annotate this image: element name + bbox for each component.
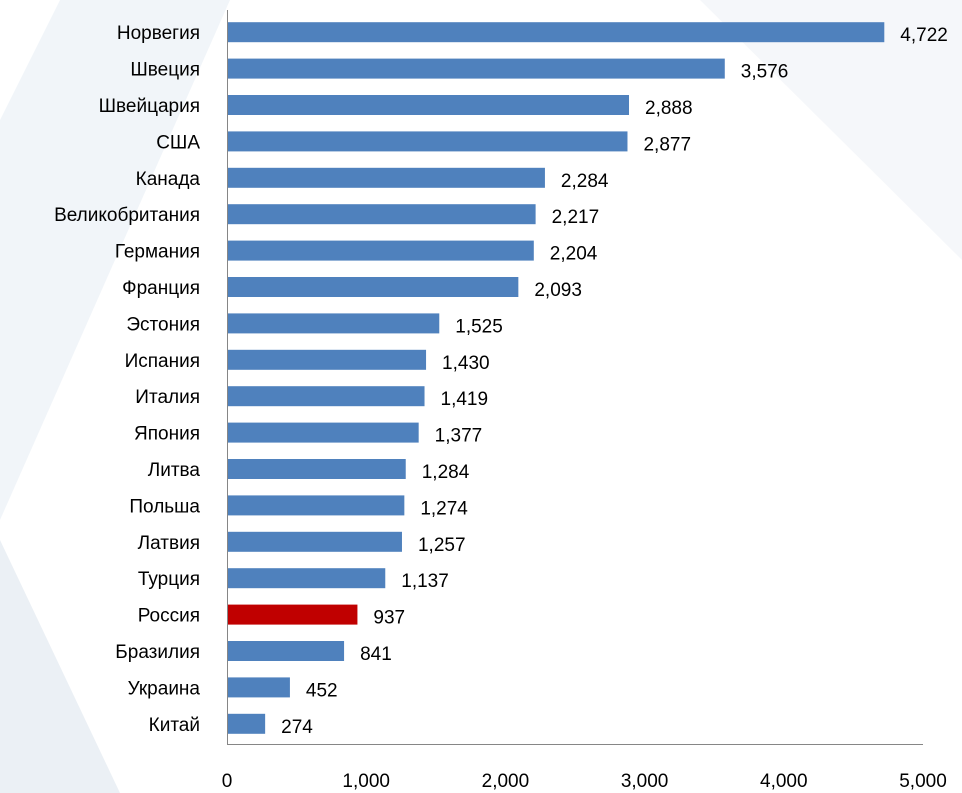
value-label-6: 2,204	[550, 244, 598, 265]
category-label-6: Германия	[115, 242, 200, 263]
category-label-2: Швейцария	[99, 96, 200, 117]
bar-1	[227, 58, 725, 79]
value-label-8: 1,525	[455, 316, 503, 337]
value-label-12: 1,284	[422, 462, 470, 483]
category-label-11: Япония	[134, 424, 200, 445]
bar-11	[227, 422, 419, 443]
value-label-18: 452	[306, 680, 338, 701]
value-label-15: 1,137	[401, 571, 449, 592]
category-label-17: Бразилия	[115, 642, 200, 663]
category-label-14: Латвия	[138, 533, 200, 554]
bar-16	[227, 604, 358, 625]
x-tick-label-5: 5,000	[899, 771, 947, 792]
x-tick-label-3: 3,000	[621, 771, 669, 792]
value-label-1: 3,576	[741, 62, 789, 83]
value-label-13: 1,274	[420, 498, 468, 519]
bar-17	[227, 641, 345, 661]
bar-19	[227, 713, 266, 734]
bar-6	[227, 240, 534, 261]
bar-13	[227, 495, 405, 516]
bar-5	[227, 204, 536, 225]
value-label-4: 2,284	[561, 171, 609, 192]
value-label-0: 4,722	[900, 25, 948, 46]
bar-15	[227, 568, 386, 589]
bar-14	[227, 531, 402, 552]
category-label-1: Швеция	[130, 60, 200, 81]
value-label-5: 2,217	[552, 207, 600, 228]
bar-8	[227, 313, 440, 334]
x-tick-label-1: 1,000	[342, 771, 390, 792]
bar-10	[227, 386, 425, 407]
axes-group: 0 1,000 2,000 3,000 4,000 5,000	[222, 10, 947, 792]
value-label-7: 2,093	[534, 280, 582, 301]
value-label-2: 2,888	[645, 98, 693, 119]
value-label-16: 937	[373, 608, 405, 629]
value-label-19: 274	[281, 717, 313, 738]
bar-2	[227, 95, 630, 115]
category-label-13: Польша	[129, 496, 200, 517]
category-label-5: Великобритания	[54, 205, 200, 226]
bar-18	[227, 677, 290, 698]
value-label-10: 1,419	[441, 389, 489, 410]
category-label-15: Турция	[138, 569, 200, 590]
category-label-3: США	[156, 132, 200, 153]
labels-group: Норвегия 4,722 Швеция 3,576 Швейцария 2,888 СШ…	[54, 23, 948, 738]
value-label-14: 1,257	[418, 535, 466, 556]
x-tick-label-4: 4,000	[760, 771, 808, 792]
bar-7	[227, 277, 519, 297]
category-label-12: Литва	[148, 460, 201, 481]
bars-group	[227, 22, 885, 734]
bar-9	[227, 349, 427, 370]
bar-3	[227, 131, 628, 152]
value-label-3: 2,877	[643, 134, 691, 155]
category-label-9: Испания	[125, 351, 200, 372]
category-label-10: Италия	[135, 387, 200, 408]
bar-0	[227, 22, 885, 43]
value-label-11: 1,377	[435, 426, 483, 447]
x-tick-label-0: 0	[222, 771, 233, 792]
category-label-16: Россия	[138, 606, 200, 627]
bar-12	[227, 459, 406, 479]
category-label-0: Норвегия	[117, 23, 200, 44]
x-tick-label-2: 2,000	[482, 771, 530, 792]
category-label-8: Эстония	[126, 314, 200, 335]
category-label-7: Франция	[122, 278, 200, 299]
bar-4	[227, 167, 545, 188]
category-label-4: Канада	[136, 169, 201, 190]
value-label-9: 1,430	[442, 353, 490, 374]
value-label-17: 841	[360, 644, 392, 665]
category-label-18: Украина	[128, 678, 201, 699]
category-label-19: Китай	[149, 715, 200, 736]
